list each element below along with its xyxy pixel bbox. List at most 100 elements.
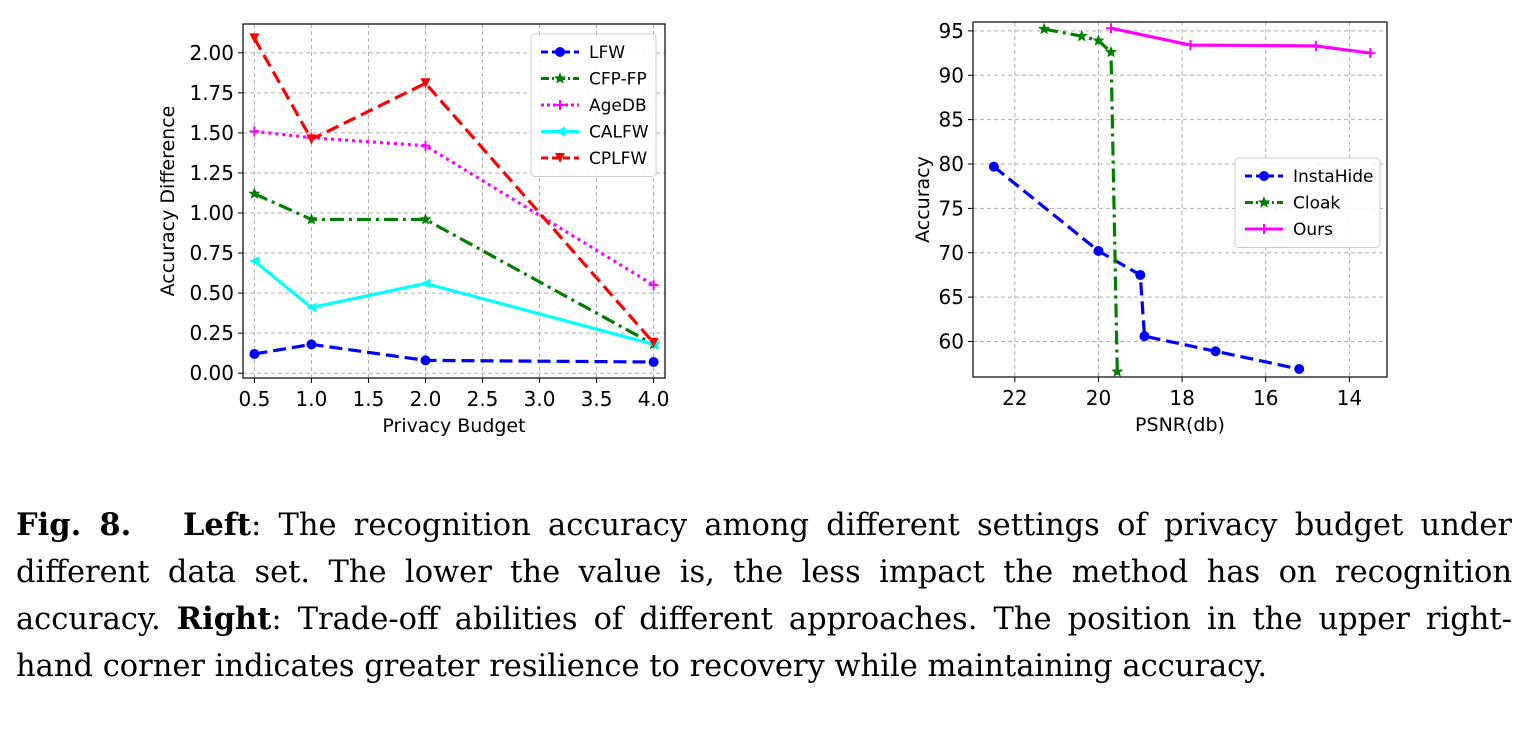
x-tick-label: 14 (1337, 386, 1362, 410)
data-point-LFW (249, 348, 260, 359)
data-point-LFW (420, 355, 431, 366)
data-point-CFP-FP (248, 187, 261, 199)
x-tick-label: 3.5 (581, 387, 613, 411)
x-tick-label: 3.0 (524, 387, 556, 411)
plot-frame (972, 21, 1388, 378)
series-line-AgeDB (254, 129, 655, 287)
x-tick-label: 20 (1086, 386, 1111, 410)
data-point-InstaHide (1139, 331, 1150, 342)
data-point-InstaHide (988, 161, 999, 172)
y-tick-label: 0.00 (189, 361, 234, 385)
y-axis-label: Accuracy Difference (157, 106, 179, 297)
y-tick-label: 2.00 (189, 41, 234, 65)
x-axis-label: PSNR(db) (1135, 414, 1225, 436)
data-point-AgeDB (249, 126, 260, 137)
x-tick-label: 2.0 (410, 387, 442, 411)
x-axis-label: Privacy Budget (382, 415, 525, 437)
data-point-AgeDB (648, 280, 659, 291)
x-tick-label: 18 (1169, 386, 1194, 410)
y-tick-label: 80 (939, 152, 964, 176)
legend: InstaHide Cloak Ours (1234, 157, 1381, 248)
data-point-Ours (1185, 40, 1196, 51)
legend-marker-CPLFW (555, 153, 565, 163)
legend-label-AgeDB: AgeDB (589, 96, 647, 116)
legend-label-Cloak: Cloak (1293, 194, 1340, 214)
legend-label-Ours: Ours (1293, 220, 1333, 240)
data-point-CPLFW (648, 337, 659, 348)
data-point-CPLFW (249, 33, 260, 44)
legend-marker-Cloak (1257, 196, 1271, 208)
series-line-CALFW (253, 259, 655, 346)
data-point-Ours (1365, 48, 1376, 59)
y-tick-label: 95 (939, 19, 964, 43)
y-axis-label: Accuracy (912, 156, 934, 243)
figure-caption: Fig. 8. Left: The recognition accuracy a… (16, 502, 1512, 690)
series-line-InstaHide (992, 165, 1300, 371)
legend-label-LFW: LFW (589, 43, 625, 63)
data-point-CPLFW (306, 134, 317, 145)
y-tick-label: 0.75 (189, 241, 234, 265)
series-line-Ours (1110, 26, 1371, 55)
legend-marker-InstaHide (1259, 171, 1269, 181)
data-point-InstaHide (1135, 269, 1146, 280)
series-line-Cloak (1043, 27, 1119, 372)
y-tick-label: 60 (939, 330, 964, 354)
data-point-CFP-FP (305, 213, 318, 225)
data-point-Cloak (1104, 45, 1118, 58)
caption-right-label: Right (176, 601, 272, 637)
y-tick-label: 1.50 (189, 121, 234, 145)
y-tick-label: 70 (939, 241, 964, 265)
legend: LFW CFP-FP AgeDB CALFW CPLFW (530, 33, 657, 177)
data-point-Ours (1106, 23, 1116, 34)
data-point-LFW (648, 356, 659, 367)
series-line-CPLFW (253, 37, 655, 344)
data-point-InstaHide (1294, 364, 1305, 375)
x-tick-label: 22 (1002, 386, 1027, 410)
y-tick-label: 90 (939, 63, 964, 87)
legend-marker-CFP-FP (553, 72, 567, 84)
data-point-CFP-FP (419, 213, 432, 225)
legend-box (530, 33, 657, 177)
legend-label-InstaHide: InstaHide (1293, 167, 1373, 187)
legend-box (1234, 157, 1381, 248)
data-point-Cloak (1092, 34, 1105, 46)
legend-label-CPLFW: CPLFW (589, 149, 647, 169)
caption-fig-label: Fig. 8. (16, 507, 132, 543)
caption-left-label: Left (182, 507, 251, 543)
series-line-CFP-FP (253, 192, 655, 346)
x-tick-label: 1.5 (353, 387, 385, 411)
data-point-Cloak (1075, 29, 1088, 42)
x-tick-label: 4.0 (638, 387, 670, 411)
y-tick-label: 65 (939, 285, 964, 309)
data-point-CALFW (420, 278, 431, 289)
y-tick-label: 1.75 (189, 81, 234, 105)
legend-label-CALFW: CALFW (589, 123, 649, 143)
x-tick-label: 0.5 (238, 387, 270, 411)
legend-label-CFP-FP: CFP-FP (589, 70, 647, 90)
x-tick-label: 1.0 (296, 387, 328, 411)
chart-0: 0.5 1.0 1.5 2.0 2.5 3.0 3.5 4.0 0.00 0.25 0.50 0.75… (157, 23, 670, 437)
caption-right-text: : Trade-off abilities of different appro… (16, 602, 1512, 684)
legend-marker-CALFW (555, 126, 565, 137)
chart-1: 22 20 18 16 14 60 65 70 75 80 85 90 95 PSNR(db) Accura… (912, 19, 1388, 436)
y-tick-label: 1.25 (189, 161, 234, 185)
legend-marker-LFW (555, 47, 565, 57)
series-line-LFW (254, 342, 654, 364)
caption-left-text: : The recognition accuracy among differe… (16, 508, 1512, 637)
y-tick-label: 75 (939, 196, 964, 220)
y-tick-label: 85 (939, 108, 964, 132)
y-tick-label: 0.25 (189, 321, 234, 345)
data-point-InstaHide (1093, 245, 1104, 256)
data-point-InstaHide (1210, 346, 1221, 357)
data-point-CALFW (306, 302, 317, 313)
data-point-AgeDB (420, 140, 431, 151)
data-point-LFW (306, 339, 317, 350)
data-point-CALFW (249, 256, 260, 267)
y-tick-label: 1.00 (189, 201, 234, 225)
data-point-Cloak (1111, 365, 1124, 377)
plot-frame (242, 23, 666, 379)
figure: 0.5 1.0 1.5 2.0 2.5 3.0 3.5 4.0 0.00 0.25 0.50 0.75… (157, 19, 1388, 437)
legend-marker-AgeDB (555, 100, 565, 110)
data-point-CPLFW (420, 78, 431, 89)
x-tick-label: 16 (1253, 386, 1278, 410)
